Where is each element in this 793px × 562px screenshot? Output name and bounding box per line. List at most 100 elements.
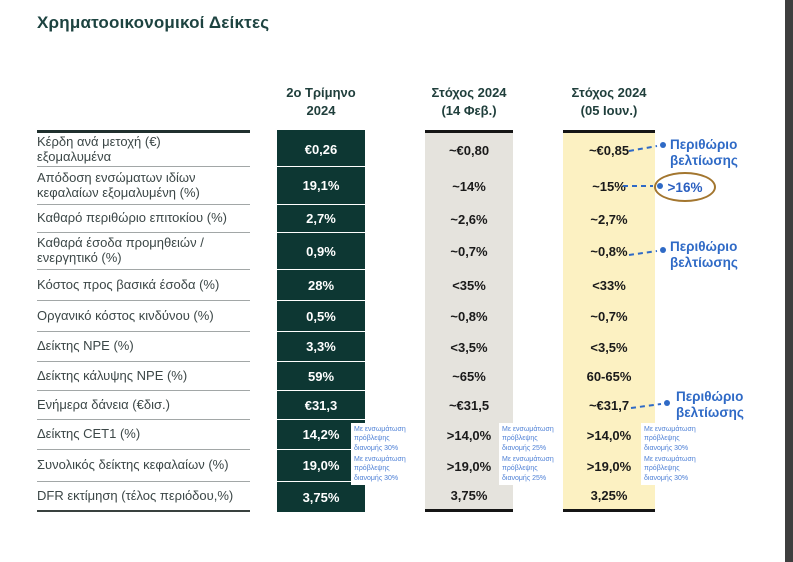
row-label: Απόδοση ενσώματων ιδίων κεφαλαίων εξομαλυ… bbox=[37, 167, 250, 205]
value-cell-feb: ~€0,80 bbox=[425, 130, 513, 167]
row-label-text: Κόστος προς βασικά έσοδα (%) bbox=[37, 277, 219, 293]
dashed-arrow-icon bbox=[630, 400, 670, 409]
column-header-line2: (05 Ιουν.) bbox=[580, 103, 638, 119]
value-cell-feb: ~0,7% bbox=[425, 233, 513, 270]
cell-value: ~€31,5 bbox=[448, 398, 490, 413]
column-header-line2: (14 Φεβ.) bbox=[441, 103, 497, 119]
cell-value: 14,2% bbox=[302, 427, 340, 442]
row-label-text: Δείκτης CET1 (%) bbox=[37, 426, 141, 442]
row-label: Κέρδη ανά μετοχή (€) εξομαλυμένα bbox=[37, 130, 250, 167]
cell-value: 0,9% bbox=[306, 243, 336, 259]
row-label-line: Ενήμερα δάνεια (€δισ.) bbox=[37, 396, 170, 412]
row-label: Δείκτης NPE (%) bbox=[37, 332, 250, 362]
value-cell-jun: >14,0% Με ενσωμάτωση πρόβλεψης διανομής 3… bbox=[563, 420, 704, 456]
value-cell-q2: 19,1% bbox=[277, 167, 365, 205]
dividend-accrual-footnote: Με ενσωμάτωση πρόβλεψης διανομής 30% bbox=[641, 453, 704, 486]
value-cell-q2: 28% bbox=[277, 270, 365, 301]
cell-value: >19,0% bbox=[446, 458, 492, 474]
value-cell-feb: ~65% bbox=[425, 362, 513, 391]
value-cell-q2: 0,9% bbox=[277, 233, 365, 270]
value-cell-jun: ~0,8% bbox=[563, 233, 655, 270]
value-cell-q2: 3,3% bbox=[277, 332, 365, 362]
row-label: Κόστος προς βασικά έσοδα (%) bbox=[37, 270, 250, 301]
value-cell-feb: >14,0% Με ενσωμάτωση πρόβλεψης διανομής 2… bbox=[425, 420, 562, 456]
value-cell-jun: >19,0% Με ενσωμάτωση πρόβλεψης διανομής 3… bbox=[563, 450, 704, 486]
cell-value: 28% bbox=[307, 277, 335, 293]
row-label: Οργανικό κόστος κινδύνου (%) bbox=[37, 301, 250, 332]
cell-value: 0,5% bbox=[306, 308, 336, 324]
column-header-line1: Στόχος 2024 bbox=[431, 85, 507, 100]
circled-target-annotation: >16% bbox=[654, 172, 716, 202]
column-header-target-jun: Στόχος 2024 (05 Ιουν.) bbox=[553, 84, 665, 120]
row-label: Καθαρά έσοδα προμηθειών / ενεργητικό (%) bbox=[37, 233, 250, 270]
cell-value: ~€0,85 bbox=[588, 142, 630, 158]
cell-value: ~15% bbox=[592, 178, 626, 194]
cell-value: ~14% bbox=[452, 178, 486, 194]
dividend-accrual-footnote: Με ενσωμάτωση πρόβλεψης διανομής 30% bbox=[641, 423, 704, 456]
cell-value: ~65% bbox=[452, 369, 486, 384]
cell-value: 19,0% bbox=[302, 458, 340, 473]
column-header-target-feb: Στόχος 2024 (14 Φεβ.) bbox=[415, 84, 523, 120]
cell-value: ~0,8% bbox=[590, 244, 628, 259]
dividend-accrual-footnote: Με ενσωμάτωση πρόβλεψης διανομής 30% bbox=[351, 423, 414, 456]
page-title: Χρηματοοικονομικοί Δείκτες bbox=[37, 13, 270, 32]
row-label-text: Ενήμερα δάνεια (€δισ.) bbox=[37, 396, 170, 413]
value-cell-jun: ~2,7% bbox=[563, 205, 655, 233]
cell-value: ~€31,7 bbox=[588, 398, 630, 413]
value-cell-feb: >19,0% Με ενσωμάτωση πρόβλεψης διανομής 2… bbox=[425, 450, 562, 486]
row-label-line: Δείκτης CET1 (%) bbox=[37, 426, 141, 442]
row-label-line: Δείκτης κάλυψης NPE (%) bbox=[37, 367, 188, 383]
row-label-line: κεφαλαίων εξομαλυμένη (%) bbox=[37, 184, 200, 200]
cell-value: 19,1% bbox=[302, 178, 340, 193]
cell-value: €31,3 bbox=[304, 397, 338, 413]
row-label-text: DFR εκτίμηση (τέλος περιόδου,%) bbox=[37, 487, 234, 504]
cell-value: <3,5% bbox=[450, 339, 488, 355]
row-label-line: DFR εκτίμηση (τέλος περιόδου,%) bbox=[37, 487, 234, 503]
column-header-line1: 2ο Τρίμηνο bbox=[286, 85, 356, 100]
value-cell-jun: ~€31,7 bbox=[563, 391, 655, 420]
value-cell-feb: <3,5% bbox=[425, 332, 513, 362]
row-label: Καθαρό περιθώριο επιτοκίου (%) bbox=[37, 205, 250, 233]
row-label-text: Καθαρό περιθώριο επιτοκίου (%) bbox=[37, 210, 227, 226]
cell-value: ~0,7% bbox=[450, 244, 488, 259]
value-cell-q2: €31,3 bbox=[277, 391, 365, 420]
value-cell-q2: 14,2% Με ενσωμάτωση πρόβλεψης διανομής 30… bbox=[277, 420, 414, 456]
cell-value: 3,3% bbox=[306, 339, 336, 354]
value-cell-q2: 3,75% bbox=[277, 482, 365, 512]
cell-value: ~0,8% bbox=[450, 309, 488, 324]
row-label: Δείκτης CET1 (%) bbox=[37, 420, 250, 450]
value-cell-jun: ~15% bbox=[563, 167, 655, 205]
cell-value: 3,25% bbox=[590, 488, 628, 503]
value-cell-jun: 60-65% bbox=[563, 362, 655, 391]
dashed-arrow-icon bbox=[623, 183, 663, 189]
row-label-line: Δείκτης NPE (%) bbox=[37, 338, 134, 354]
row-label-line: Απόδοση ενσώματων ιδίων bbox=[37, 169, 196, 185]
value-cell-feb: ~14% bbox=[425, 167, 513, 205]
dividend-accrual-footnote: Με ενσωμάτωση πρόβλεψης διανομής 30% bbox=[351, 453, 414, 486]
row-label-line: Καθαρό περιθώριο επιτοκίου (%) bbox=[37, 210, 227, 226]
value-cell-q2: 0,5% bbox=[277, 301, 365, 332]
column-header-line2: 2024 bbox=[306, 103, 336, 119]
cell-value: <3,5% bbox=[590, 339, 628, 355]
row-label: Ενήμερα δάνεια (€δισ.) bbox=[37, 391, 250, 420]
value-cell-jun: ~0,7% bbox=[563, 301, 655, 332]
value-cell-jun: <3,5% bbox=[563, 332, 655, 362]
cell-value: €0,26 bbox=[304, 142, 338, 157]
cell-value: <33% bbox=[592, 278, 626, 293]
right-edge-strip bbox=[785, 0, 793, 562]
row-label-line: Οργανικό κόστος κινδύνου (%) bbox=[37, 307, 214, 323]
cell-value: >19,0% bbox=[586, 458, 632, 474]
value-cell-jun: <33% bbox=[563, 270, 655, 301]
row-label: DFR εκτίμηση (τέλος περιόδου,%) bbox=[37, 482, 250, 512]
value-cell-feb: 3,75% bbox=[425, 482, 513, 512]
value-cell-feb: ~0,8% bbox=[425, 301, 513, 332]
cell-value: 3,75% bbox=[450, 488, 488, 503]
row-label-text: Δείκτης NPE (%) bbox=[37, 338, 134, 354]
value-cell-feb: <35% bbox=[425, 270, 513, 301]
cell-value: ~0,7% bbox=[590, 309, 628, 324]
row-label-text: Κέρδη ανά μετοχή (€) εξομαλυμένα bbox=[37, 133, 161, 165]
column-header-line1: Στόχος 2024 bbox=[571, 85, 647, 100]
row-label-line: Κέρδη ανά μετοχή (€) bbox=[37, 133, 161, 149]
value-cell-q2: 19,0% Με ενσωμάτωση πρόβλεψης διανομής 30… bbox=[277, 450, 414, 486]
